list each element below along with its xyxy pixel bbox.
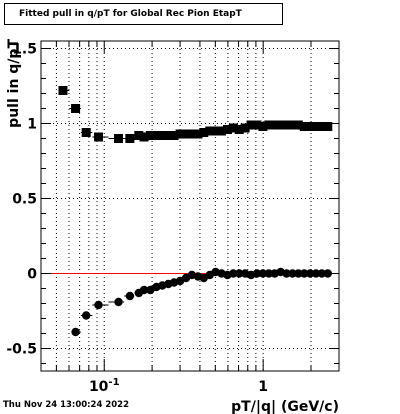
data-point-square: [157, 131, 167, 140]
grid: [40, 41, 340, 371]
data-point-square: [282, 120, 292, 130]
data-point-square: [193, 129, 203, 139]
data-point-square: [228, 123, 238, 133]
x-tick-label: 1: [258, 379, 268, 395]
y-tick-label: -0.5: [6, 342, 37, 358]
data-point-circle: [311, 269, 321, 278]
data-point-square: [246, 120, 256, 130]
data-point-square: [323, 122, 333, 131]
data-point-square: [252, 120, 262, 130]
data-point-circle: [300, 269, 309, 278]
data-point-circle: [264, 269, 274, 278]
data-point-square: [240, 123, 250, 133]
data-point-square: [181, 129, 191, 139]
data-point-square: [258, 122, 268, 131]
data-point-circle: [71, 327, 80, 337]
data-point-circle: [288, 269, 297, 278]
data-point-circle: [235, 269, 244, 278]
y-tick-label: 1: [27, 117, 37, 133]
data-point-square: [169, 131, 179, 140]
data-point-square: [222, 125, 232, 134]
data-point-square: [151, 131, 161, 140]
data-point-circle: [125, 291, 135, 301]
data-point-square: [175, 129, 185, 139]
data-point-square: [270, 120, 280, 130]
data-point-square: [114, 134, 124, 143]
data-point-circle: [82, 311, 91, 320]
data-point-circle: [114, 297, 123, 307]
data-point-square: [205, 126, 215, 136]
x-tick-label: 10-1: [89, 377, 120, 395]
datestamp: Thu Nov 24 13:00:24 2022: [3, 400, 130, 410]
data-point-circle: [258, 269, 268, 278]
data-point-circle: [229, 269, 238, 278]
axes: -0.5 0 0.5 1 1.5 10-1 1: [6, 41, 340, 395]
data-point-circle: [252, 269, 262, 278]
data-point-circle: [323, 269, 332, 278]
data-point-circle: [139, 285, 149, 295]
data-point-square: [299, 122, 309, 131]
x-axis-title: pT/|q| (GeV/c): [231, 399, 339, 414]
y-tick-label: 1.5: [12, 42, 37, 58]
y-tick-label: 0: [27, 267, 37, 283]
data-point-square: [93, 132, 103, 142]
data-point-circle: [317, 269, 327, 278]
data-point-square: [287, 120, 297, 130]
data-point-circle: [94, 300, 103, 310]
data-point-square: [71, 104, 81, 113]
data-point-square: [217, 126, 227, 136]
data-point-square: [305, 122, 315, 131]
data-point-square: [317, 122, 327, 131]
y-axis-title: pull in q/pT: [6, 39, 22, 128]
data-point-square: [293, 120, 303, 130]
data-marks: [58, 86, 333, 337]
data-point-square: [58, 86, 68, 95]
data-point-circle: [305, 269, 315, 278]
data-point-square: [81, 128, 91, 137]
data-point-square: [187, 129, 197, 139]
chart-title: Fitted pull in q/pT for Global Rec Pion …: [4, 3, 283, 25]
data-point-square: [134, 131, 144, 140]
data-point-square: [211, 126, 221, 136]
data-point-square: [163, 131, 173, 140]
data-point-square: [199, 128, 209, 137]
y-tick-label: 0.5: [12, 192, 37, 208]
data-point-square: [276, 120, 286, 130]
plot-frame: [40, 40, 340, 372]
data-point-square: [139, 132, 149, 142]
data-point-square: [264, 120, 274, 130]
data-point-square: [145, 131, 155, 140]
data-point-square: [234, 125, 244, 134]
data-point-circle: [294, 269, 303, 278]
data-point-square: [311, 122, 321, 131]
data-point-square: [125, 134, 135, 143]
data-point-circle: [282, 269, 291, 278]
